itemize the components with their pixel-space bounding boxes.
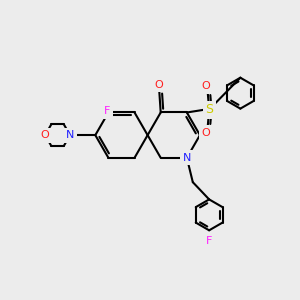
Text: S: S <box>205 103 213 116</box>
Text: O: O <box>41 130 50 140</box>
Text: O: O <box>202 81 211 91</box>
Text: F: F <box>104 106 110 116</box>
Text: F: F <box>206 236 212 246</box>
Text: N: N <box>183 153 191 163</box>
Text: N: N <box>66 130 74 140</box>
Text: O: O <box>155 80 164 90</box>
Text: O: O <box>202 128 211 138</box>
